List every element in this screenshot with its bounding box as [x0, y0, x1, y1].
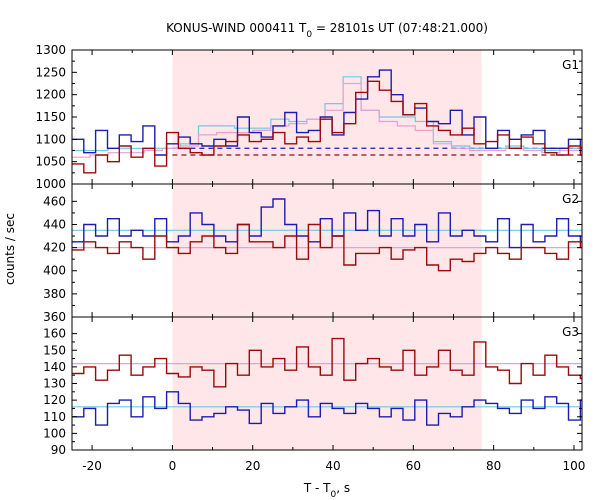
series-blue — [72, 391, 582, 426]
y-tick-label: 160 — [43, 327, 66, 341]
series-group — [72, 69, 582, 174]
y-tick-label: 130 — [43, 377, 66, 391]
y-tick-label: 100 — [43, 426, 66, 440]
x-axis-label: T - T0, s — [303, 481, 350, 500]
y-tick-label: 360 — [43, 310, 66, 324]
panel-g3: 90 100 110 120 130 140 150 160 G3 — [43, 316, 583, 457]
panel-g1: 1000 1050 1100 1150 1200 1250 1300 G1 — [35, 43, 583, 191]
series-pink — [72, 82, 582, 158]
series-cyan — [72, 76, 582, 152]
x-tick-labels: -20 0 20 40 60 80 100 — [82, 459, 585, 473]
y-tick-label: 150 — [43, 343, 66, 357]
series-group — [72, 198, 582, 272]
y-tick-label: 1300 — [35, 43, 66, 57]
x-tick-label: 0 — [169, 459, 177, 473]
y-tick-label: 1050 — [35, 155, 66, 169]
panel-label: G3 — [562, 325, 579, 339]
y-tick-label: 1150 — [35, 110, 66, 124]
x-tick-label: -20 — [82, 459, 102, 473]
y-tick-label: 420 — [43, 241, 66, 255]
y-tick-label: 400 — [43, 264, 66, 278]
chart-title: KONUS-WIND 000411 T0 = 28101s UT (07:48:… — [166, 21, 488, 40]
x-tick-label: 60 — [406, 459, 421, 473]
panel-label: G2 — [562, 192, 579, 206]
y-tick-label: 1100 — [35, 132, 66, 146]
x-tick-label: 80 — [486, 459, 501, 473]
series-red — [72, 337, 582, 388]
y-tick-label: 1250 — [35, 65, 66, 79]
y-tick-label: 140 — [43, 360, 66, 374]
y-tick-label: 1000 — [35, 177, 66, 191]
interval-shade — [172, 317, 482, 450]
y-tick-label: 440 — [43, 217, 66, 231]
series-red — [72, 80, 582, 174]
series-group — [72, 337, 582, 426]
y-tick-label: 380 — [43, 287, 66, 301]
x-tick-label: 40 — [325, 459, 340, 473]
x-tick-label: 100 — [563, 459, 586, 473]
interval-shade — [172, 184, 482, 317]
panel-label: G1 — [562, 58, 579, 72]
y-tick-label: 110 — [43, 410, 66, 424]
panel-g2: 360 380 400 420 440 460 G2 — [43, 183, 583, 324]
y-tick-label: 460 — [43, 194, 66, 208]
y-tick-label: 120 — [43, 393, 66, 407]
x-tick-label: 20 — [245, 459, 260, 473]
y-tick-label: 90 — [51, 443, 66, 457]
chart-panels: 1000105011001150120012501300G13603804004… — [35, 43, 585, 473]
y-tick-label: 1200 — [35, 88, 66, 102]
series-red — [72, 223, 582, 272]
y-axis-label: counts / sec — [3, 213, 17, 285]
